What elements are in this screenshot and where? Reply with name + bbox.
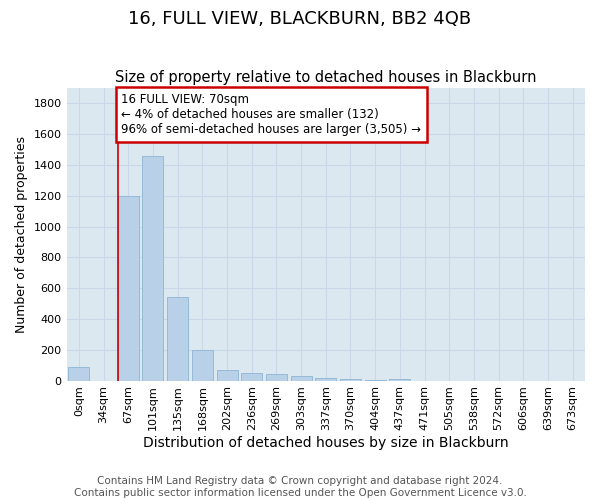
Y-axis label: Number of detached properties: Number of detached properties bbox=[15, 136, 28, 333]
Bar bbox=[217, 370, 238, 380]
Bar bbox=[241, 373, 262, 380]
Bar bbox=[118, 196, 139, 380]
Bar bbox=[142, 156, 163, 380]
Title: Size of property relative to detached houses in Blackburn: Size of property relative to detached ho… bbox=[115, 70, 536, 86]
X-axis label: Distribution of detached houses by size in Blackburn: Distribution of detached houses by size … bbox=[143, 436, 509, 450]
Bar bbox=[315, 378, 336, 380]
Bar bbox=[389, 379, 410, 380]
Bar bbox=[192, 350, 213, 380]
Text: 16, FULL VIEW, BLACKBURN, BB2 4QB: 16, FULL VIEW, BLACKBURN, BB2 4QB bbox=[128, 10, 472, 28]
Bar bbox=[266, 374, 287, 380]
Bar bbox=[290, 376, 311, 380]
Text: Contains HM Land Registry data © Crown copyright and database right 2024.
Contai: Contains HM Land Registry data © Crown c… bbox=[74, 476, 526, 498]
Text: 16 FULL VIEW: 70sqm
← 4% of detached houses are smaller (132)
96% of semi-detach: 16 FULL VIEW: 70sqm ← 4% of detached hou… bbox=[121, 92, 421, 136]
Bar bbox=[340, 379, 361, 380]
Bar bbox=[68, 366, 89, 380]
Bar bbox=[167, 298, 188, 380]
